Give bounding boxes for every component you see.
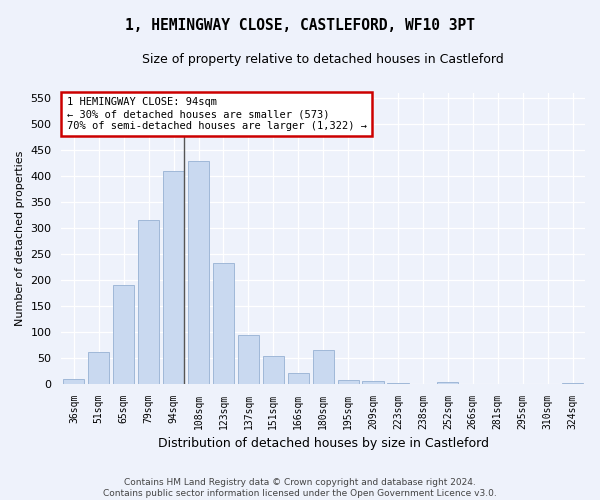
Bar (113, 285, 134, 384)
Title: Size of property relative to detached houses in Castleford: Size of property relative to detached ho… (142, 52, 504, 66)
Bar (63, 378, 85, 384)
X-axis label: Distribution of detached houses by size in Castleford: Distribution of detached houses by size … (158, 437, 489, 450)
Y-axis label: Number of detached properties: Number of detached properties (15, 150, 25, 326)
Text: Contains HM Land Registry data © Crown copyright and database right 2024.
Contai: Contains HM Land Registry data © Crown c… (103, 478, 497, 498)
Bar (188, 160, 209, 384)
Bar (388, 382, 409, 384)
Bar (362, 381, 383, 384)
Bar (338, 380, 359, 384)
Bar (287, 374, 309, 384)
Bar (263, 356, 284, 384)
Bar (437, 382, 458, 384)
Text: 1, HEMINGWAY CLOSE, CASTLEFORD, WF10 3PT: 1, HEMINGWAY CLOSE, CASTLEFORD, WF10 3PT (125, 18, 475, 32)
Bar (88, 352, 109, 384)
Bar (138, 220, 159, 384)
Text: 1 HEMINGWAY CLOSE: 94sqm
← 30% of detached houses are smaller (573)
70% of semi-: 1 HEMINGWAY CLOSE: 94sqm ← 30% of detach… (67, 98, 367, 130)
Bar (213, 264, 234, 384)
Bar (238, 336, 259, 384)
Bar (313, 350, 334, 384)
Bar (163, 171, 184, 384)
Bar (562, 382, 583, 384)
